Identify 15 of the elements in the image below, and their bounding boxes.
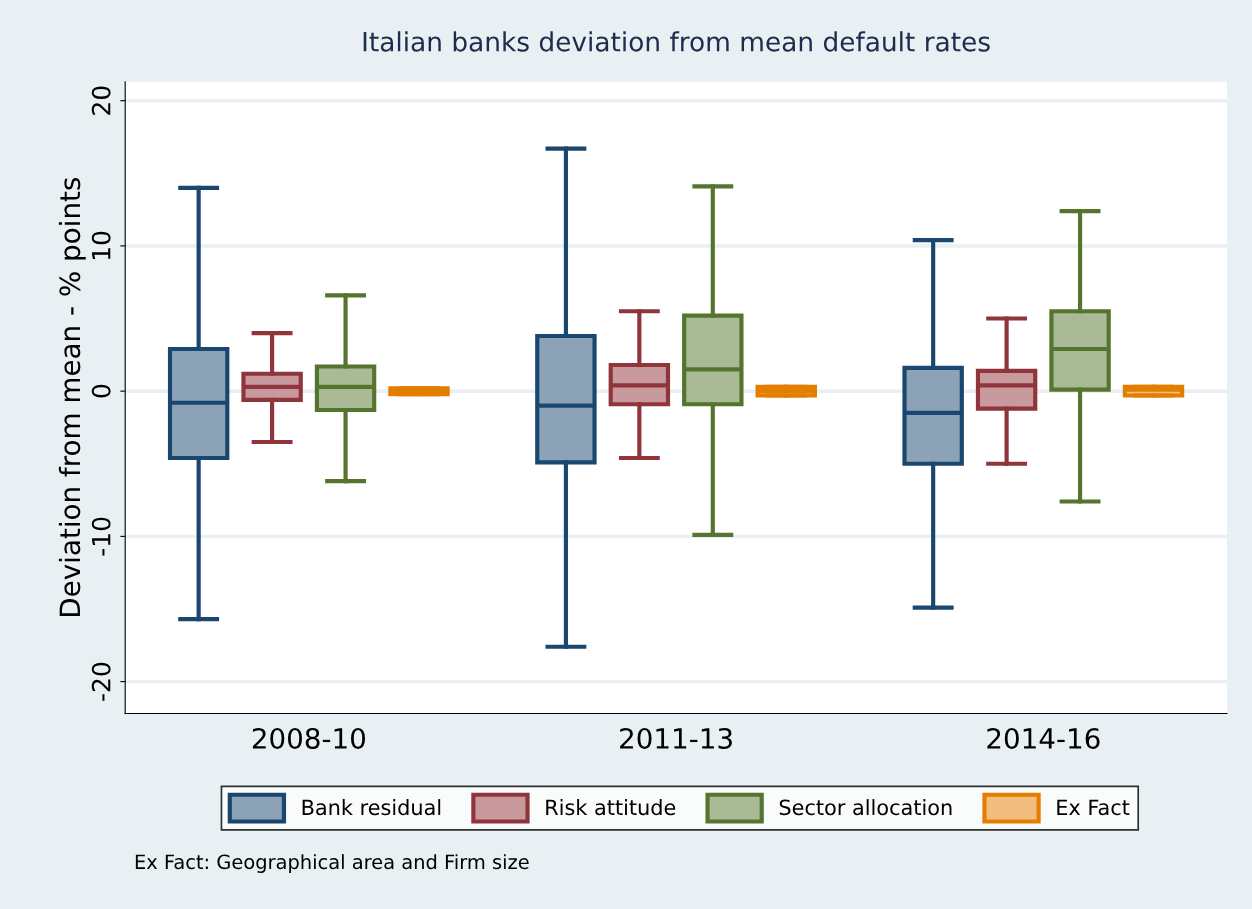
legend-label: Sector allocation (779, 799, 952, 816)
y-tick-label: 0 (91, 384, 111, 398)
x-tick-label: 2011-13 (620, 727, 732, 749)
x-tick-label: 2014-16 (987, 727, 1100, 749)
chart-title: Italian banks deviation from mean default rates (363, 31, 990, 52)
text: Ex Fact: Geographical area and Firm size (135, 854, 529, 873)
y-tick-label: 10 (91, 231, 111, 260)
legend-label: Ex Fact (1057, 799, 1130, 816)
legend-label: Bank residual (302, 799, 441, 816)
y-tick-label: 20 (91, 86, 111, 115)
legend-label: Risk attitude (546, 799, 676, 816)
x-tick-label: 2008-10 (252, 727, 366, 749)
y-tick-label: -10 (91, 517, 111, 556)
y-axis-title: Deviation from mean - % points (58, 177, 86, 617)
y-tick-label: -20 (91, 662, 111, 701)
